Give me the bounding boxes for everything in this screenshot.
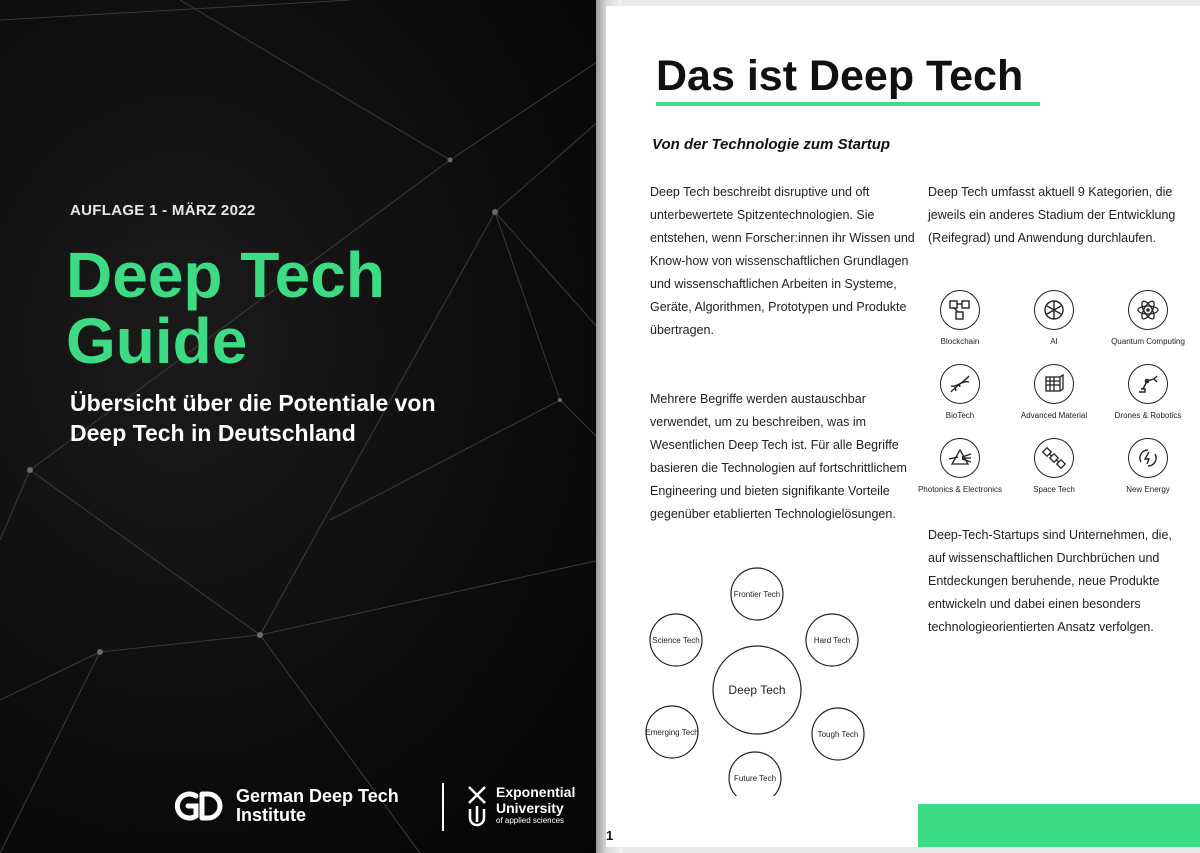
diagram-node-circle [805, 613, 859, 667]
category-quantum: Quantum Computing [1100, 290, 1196, 346]
gd-logo-line1: German Deep Tech [236, 786, 399, 806]
exponential-university-logo: Exponential University of applied scienc… [466, 784, 575, 828]
category-icon-grid: Blockchain AI Quantum Computing BioTech … [912, 290, 1196, 510]
gd-logo-line2: Institute [236, 805, 306, 825]
cover-title-line1: Deep Tech [66, 239, 385, 311]
title-underline [656, 102, 1040, 106]
deep-tech-terms-diagram: Deep Tech Frontier Tech Hard Tech Tough … [645, 567, 865, 796]
diagram-node-label: Science Tech [652, 636, 699, 645]
page-title: Das ist Deep Tech [656, 52, 1024, 100]
page-number: 1 [606, 828, 614, 843]
eu-logo-line3: of applied sciences [496, 816, 565, 825]
cover-subtitle: Übersicht über die Potentiale von Deep T… [70, 388, 540, 448]
edition-label: AUFLAGE 1 - MÄRZ 2022 [70, 202, 256, 219]
diagram-node-circle [811, 707, 865, 761]
gd-logo-icon [174, 791, 223, 821]
cover-subtitle-line2: Deep Tech in Deutschland [70, 420, 356, 446]
blockchain-icon [940, 290, 980, 330]
diagram-node-circle [649, 613, 703, 667]
category-ai: AI [1006, 290, 1102, 346]
diagram-node-label: Emerging Tech [645, 728, 698, 737]
paragraph-intro: Deep Tech beschreibt disruptive und oft … [650, 185, 915, 337]
diagram-node-circle [645, 705, 699, 759]
category-label: AI [1050, 337, 1058, 346]
diagram-node-circle [728, 751, 782, 796]
category-new-energy: New Energy [1100, 438, 1196, 494]
german-deep-tech-logo: German Deep Tech Institute [172, 786, 399, 826]
logo-divider [442, 783, 444, 831]
material-icon [1034, 364, 1074, 404]
cover-subtitle-line1: Übersicht über die Potentiale von [70, 390, 436, 416]
diagram-node-circle [730, 567, 784, 621]
network-background [0, 0, 600, 853]
ai-brain-icon [1034, 290, 1074, 330]
content-page: Das ist Deep Tech Von der Technologie zu… [606, 6, 1200, 847]
diagram-node-label: Hard Tech [814, 636, 850, 645]
category-label: BioTech [945, 411, 975, 420]
energy-icon [1128, 438, 1168, 478]
eu-logo-line1: Exponential [496, 784, 576, 800]
cover-title-line2: Guide [66, 305, 248, 377]
category-space-tech: Space Tech [1006, 438, 1102, 494]
cover-page: AUFLAGE 1 - MÄRZ 2022 Deep Tech Guide Üb… [0, 0, 600, 853]
category-label: Drones & Robotics [1114, 411, 1182, 420]
category-label: Photonics & Electronics [917, 485, 1003, 494]
prism-icon [940, 438, 980, 478]
diagram-node-label: Future Tech [734, 774, 776, 783]
paragraph-startups: Deep-Tech-Startups sind Unternehmen, die… [928, 528, 1172, 634]
atom-icon [1128, 290, 1168, 330]
xu-logo-icon [468, 786, 486, 827]
diagram-node-label: Tough Tech [818, 730, 859, 739]
category-label: New Energy [1126, 485, 1170, 494]
robot-arm-icon [1128, 364, 1168, 404]
category-label: Advanced Material [1020, 411, 1088, 420]
diagram-node-label: Frontier Tech [734, 590, 781, 599]
diagram-center-label: Deep Tech [728, 683, 785, 697]
dna-icon [940, 364, 980, 404]
category-blockchain: Blockchain [912, 290, 1008, 346]
category-advanced-material: Advanced Material [1006, 364, 1102, 420]
category-label: Space Tech [1033, 485, 1075, 494]
category-drones-robotics: Drones & Robotics [1100, 364, 1196, 420]
paragraph-categories: Deep Tech umfasst aktuell 9 Kategorien, … [928, 185, 1176, 245]
category-biotech: BioTech [912, 364, 1008, 420]
diagram-center-circle [712, 645, 802, 735]
satellite-icon [1034, 438, 1074, 478]
category-photonics: Photonics & Electronics [912, 438, 1008, 494]
category-label: Quantum Computing [1111, 337, 1185, 346]
paragraph-terms: Mehrere Begriffe werden austauschbar ver… [650, 392, 907, 521]
category-label: Blockchain [940, 337, 980, 346]
page-subtitle: Von der Technologie zum Startup [652, 136, 891, 153]
accent-block [918, 804, 1200, 847]
eu-logo-line2: University [496, 800, 564, 816]
cover-title: Deep Tech Guide [66, 242, 385, 374]
